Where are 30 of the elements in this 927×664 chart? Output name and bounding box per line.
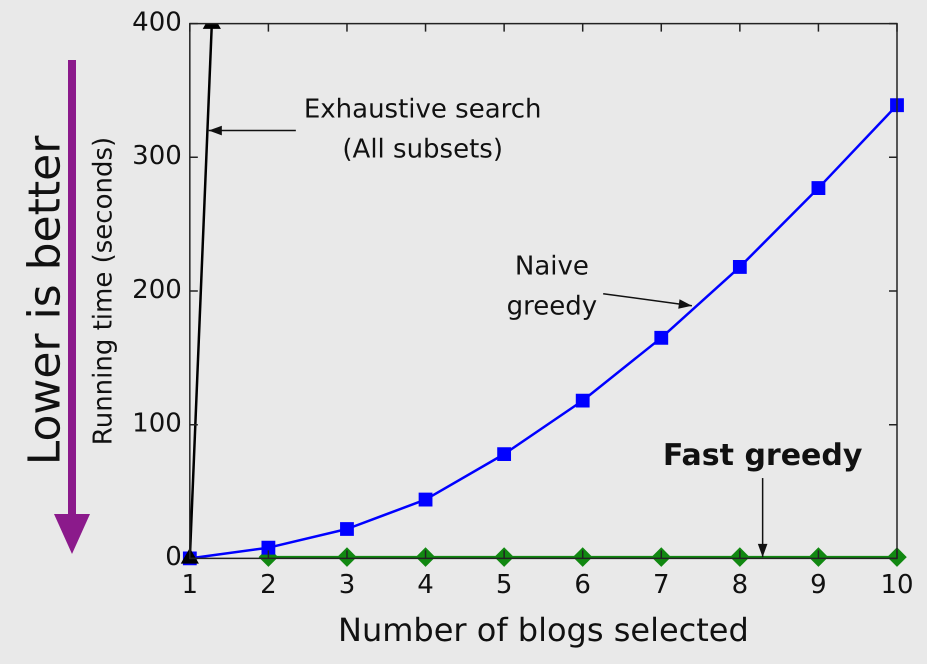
y-tick-label: 400	[132, 7, 182, 38]
x-axis-title: Number of blogs selected	[338, 611, 749, 650]
text: Lower is better	[20, 134, 70, 468]
point	[890, 98, 904, 112]
point	[497, 447, 512, 462]
annotation: Exhaustive search (All subsets)	[304, 94, 542, 164]
point	[732, 260, 747, 274]
point	[340, 522, 354, 536]
annotation: Naive greedy	[506, 251, 598, 322]
y-tick-label: 200	[132, 274, 182, 305]
y-tick-label: 0	[165, 542, 182, 572]
annotation: Fast greedy	[662, 438, 863, 473]
x-tick-label: 3	[338, 570, 356, 600]
y-tick-label: 100	[132, 408, 182, 438]
x-tick-label: 8	[732, 570, 748, 600]
x-tick-label: 10	[880, 570, 914, 600]
x-tick-label: 6	[574, 570, 591, 600]
x-tick-label: 1	[182, 570, 198, 600]
y-axis-title: Running time (seconds)	[88, 136, 118, 446]
x-tick-label: 2	[260, 570, 277, 600]
x-tick-label: 5	[496, 570, 512, 600]
point	[576, 394, 590, 408]
point	[812, 181, 826, 195]
point	[418, 492, 432, 506]
x-tick-label: 4	[417, 570, 434, 600]
x-tick-label: 9	[810, 570, 827, 600]
point	[261, 540, 276, 555]
point	[654, 330, 668, 345]
x-tick-label: 7	[653, 570, 670, 600]
y-tick-label: 300	[132, 141, 182, 172]
